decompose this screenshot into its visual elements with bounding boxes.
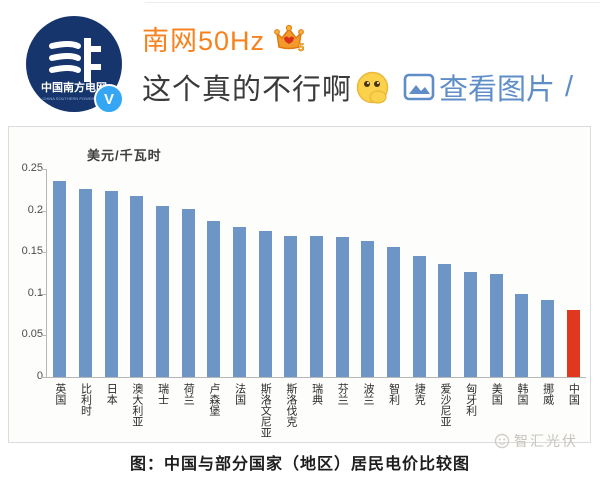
- post-text-block: 南网50Hz 5 这个真的不行啊: [142, 20, 600, 108]
- y-tick-mark: [41, 335, 46, 337]
- chart-plot-area: 0 0.05 0.1 0.15 0.2 0.25 英国 比利时 日本 澳大利亚 瑞士 荷兰 卢森堡 法国…: [22, 162, 586, 438]
- y-tick-mark: [41, 169, 46, 170]
- y-axis-unit-label: 美元/千瓦时: [87, 148, 162, 163]
- bar-比利时: [79, 189, 92, 377]
- bar-美国: [489, 274, 503, 377]
- svg-text:5: 5: [298, 42, 304, 53]
- post-content: 这个真的不行啊: [142, 74, 353, 106]
- view-image-label: 查看图片: [439, 74, 556, 106]
- bar-法国: [233, 227, 247, 377]
- y-tick-label: 0.1: [27, 286, 43, 299]
- y-tick-label: 0.25: [21, 162, 43, 174]
- x-label-美国: 美国: [490, 383, 503, 405]
- y-tick-mark: [41, 252, 46, 254]
- view-image-link[interactable]: 查看图片: [403, 66, 555, 108]
- x-label-法国: 法国: [233, 383, 246, 405]
- picture-icon: [403, 73, 435, 101]
- x-label-匈牙利: 匈牙利: [464, 383, 477, 416]
- bar-捷克: [412, 256, 426, 377]
- x-label-瑞典: 瑞典: [310, 383, 323, 405]
- watermark: 智汇光伏: [494, 431, 578, 451]
- verified-badge-icon: V: [94, 84, 124, 114]
- bar-波兰: [361, 241, 375, 377]
- bar-韩国: [515, 294, 529, 377]
- x-label-卢森堡: 卢森堡: [207, 383, 220, 416]
- x-label-智利: 智利: [387, 383, 400, 405]
- watermark-text: 智汇光伏: [514, 433, 578, 449]
- x-axis-line: [46, 377, 586, 378]
- x-label-荷兰: 荷兰: [182, 383, 195, 405]
- avatar[interactable]: 中国南方电网 CHINA SOUTHERN POWER GRID V: [26, 16, 124, 114]
- y-tick-label: 0.05: [21, 328, 43, 341]
- y-tick-mark: [41, 377, 46, 378]
- bar-瑞典: [310, 236, 324, 377]
- y-tick-mark: [41, 293, 46, 295]
- chart-caption: 图：中国与部分国家（地区）居民电价比较图: [129, 456, 470, 473]
- y-tick-label: 0.15: [21, 245, 43, 258]
- x-label-芬兰: 芬兰: [336, 383, 349, 405]
- y-axis-line: [46, 169, 47, 378]
- x-label-中国: 中国: [567, 383, 580, 405]
- x-label-爱沙尼亚: 爱沙尼亚: [438, 383, 451, 427]
- avatar-en-text: CHINA SOUTHERN POWER GRID: [42, 96, 105, 101]
- x-label-波兰: 波兰: [361, 383, 374, 405]
- x-label-澳大利亚: 澳大利亚: [130, 383, 143, 427]
- watermark-icon: [494, 433, 510, 449]
- bar-斯洛伐克: [284, 236, 298, 377]
- electricity-price-chart: 美元/千瓦时 0 0.05 0.1 0.15 0.2 0.25 英国 比利时 日本 澳大利亚 瑞士…: [8, 126, 591, 449]
- x-label-日本: 日本: [105, 383, 118, 405]
- bar-爱沙尼亚: [438, 264, 452, 377]
- bar-匈牙利: [464, 272, 478, 377]
- shy-emoji-icon: [356, 71, 389, 104]
- x-label-捷克: 捷克: [413, 383, 426, 405]
- bar-智利: [387, 247, 401, 377]
- y-tick-label: 0: [36, 370, 43, 382]
- avatar-logo: 中国南方电网 CHINA SOUTHERN POWER GRID: [26, 16, 122, 112]
- vip-crown-icon: 5: [273, 23, 305, 54]
- bar-卢森堡: [207, 221, 221, 377]
- bar-日本: [104, 191, 118, 377]
- trailing-text: /: [565, 70, 574, 103]
- x-label-英国: 英国: [53, 383, 66, 405]
- bars-container: [47, 169, 586, 377]
- x-label-斯洛伐克: 斯洛伐克: [284, 383, 297, 427]
- bar-斯洛文尼亚: [258, 231, 272, 377]
- x-label-斯洛文尼亚: 斯洛文尼亚: [259, 383, 272, 438]
- bar-芬兰: [335, 237, 349, 377]
- bar-挪威: [541, 300, 555, 377]
- bar-瑞士: [156, 206, 170, 377]
- bar-英国: [53, 181, 67, 377]
- bar-中国: [566, 310, 580, 377]
- x-label-比利时: 比利时: [79, 383, 92, 416]
- bar-荷兰: [181, 209, 195, 377]
- username[interactable]: 南网50Hz: [142, 25, 266, 56]
- avatar-cn-text: 中国南方电网: [41, 80, 107, 94]
- x-label-挪威: 挪威: [541, 383, 554, 405]
- y-tick-mark: [41, 210, 46, 212]
- x-axis-labels: 英国 比利时 日本 澳大利亚 瑞士 荷兰 卢森堡 法国 斯洛文尼亚 斯洛伐克 瑞典 芬兰 波兰 智利 捷克爱…: [47, 383, 586, 438]
- y-tick-label: 0.2: [27, 203, 43, 216]
- x-label-瑞士: 瑞士: [156, 383, 169, 405]
- top-divider: [145, 2, 600, 3]
- bar-澳大利亚: [130, 196, 144, 377]
- x-label-韩国: 韩国: [515, 383, 528, 405]
